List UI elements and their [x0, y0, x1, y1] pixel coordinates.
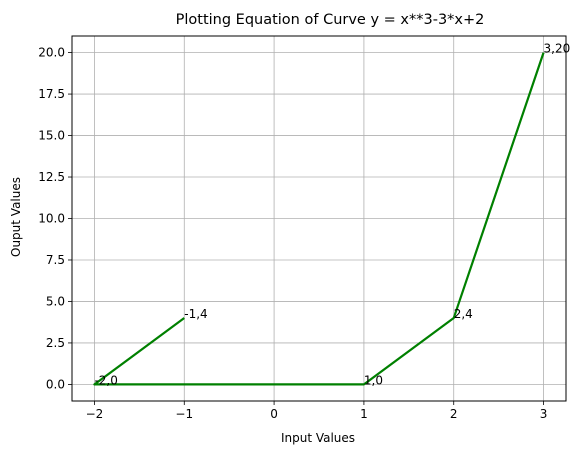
- point-annotation: 3,20: [544, 42, 571, 56]
- x-tick-label: 2: [450, 407, 458, 421]
- x-tick-label: −2: [86, 407, 104, 421]
- x-tick-label: −1: [175, 407, 193, 421]
- x-axis-label: Input Values: [281, 431, 355, 445]
- x-axis-ticks: −2 −1 0 1 2 3: [86, 401, 548, 421]
- point-annotation: -2,0: [94, 373, 117, 387]
- x-tick-label: 0: [270, 407, 278, 421]
- annotation-layer: -1,4 -2,0 1,0 2,4 3,20: [94, 42, 570, 388]
- y-tick-label: 7.5: [46, 253, 65, 267]
- point-annotation: 1,0: [364, 373, 383, 387]
- x-tick-label: 1: [360, 407, 368, 421]
- y-tick-label: 10.0: [38, 212, 65, 226]
- y-axis-ticks: 0.0 2.5 5.0 7.5 10.0 12.5 15.0 17.5 20.0: [38, 46, 72, 391]
- x-tick-label: 3: [540, 407, 548, 421]
- point-annotation: -1,4: [184, 307, 207, 321]
- y-axis-label: Ouput Values: [9, 177, 23, 257]
- y-tick-label: 2.5: [46, 336, 65, 350]
- y-tick-label: 5.0: [46, 294, 65, 308]
- y-tick-label: 20.0: [38, 46, 65, 60]
- y-tick-label: 15.0: [38, 129, 65, 143]
- y-tick-label: 17.5: [38, 87, 65, 101]
- point-annotation: 2,4: [454, 307, 473, 321]
- chart-title: Plotting Equation of Curve y = x**3-3*x+…: [176, 12, 485, 28]
- grid: [72, 36, 566, 401]
- y-tick-label: 12.5: [38, 170, 65, 184]
- y-tick-label: 0.0: [46, 377, 65, 391]
- series-layer: [93, 52, 545, 386]
- series-line: [93, 52, 545, 386]
